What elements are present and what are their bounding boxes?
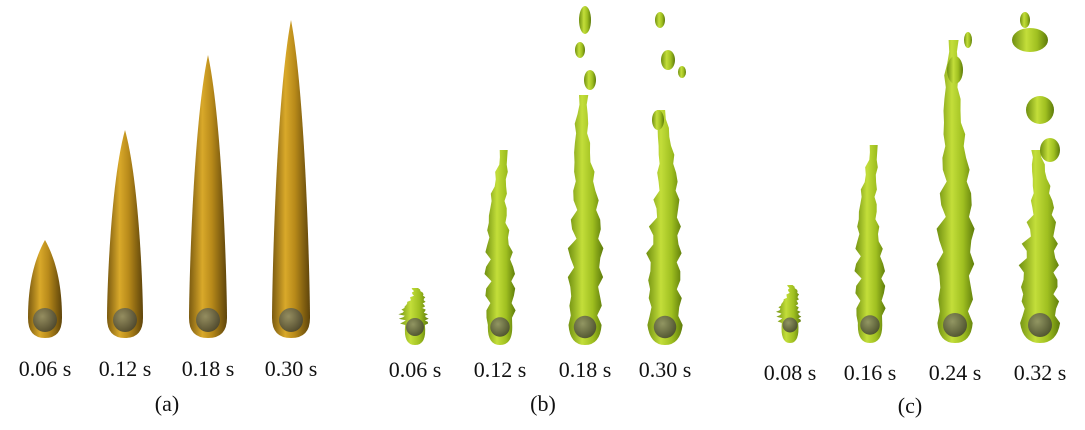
plume-fragment bbox=[678, 66, 686, 78]
panel-caption: (a) bbox=[155, 391, 179, 416]
plume-fragment bbox=[661, 50, 675, 70]
time-label: 0.30 s bbox=[265, 356, 318, 381]
plume-fragment bbox=[584, 70, 596, 90]
particle bbox=[490, 317, 510, 337]
time-label: 0.18 s bbox=[559, 357, 612, 382]
plume-fragment bbox=[575, 42, 585, 58]
plume-fragment bbox=[1040, 138, 1060, 162]
labels: 0.06 s 0.12 s 0.18 s 0.30 s (a) 0.06 s 0.12 s 0… bbox=[19, 356, 1067, 418]
time-label: 0.16 s bbox=[844, 360, 897, 385]
plume-fragment bbox=[1026, 96, 1054, 124]
particle bbox=[406, 318, 424, 336]
particle bbox=[783, 318, 798, 333]
particle bbox=[279, 308, 303, 332]
panel-caption: (c) bbox=[898, 393, 922, 418]
time-label: 0.08 s bbox=[764, 360, 817, 385]
time-label: 0.12 s bbox=[99, 356, 152, 381]
time-label: 0.24 s bbox=[929, 360, 982, 385]
plume-fragment bbox=[1012, 28, 1048, 52]
particle bbox=[654, 316, 677, 339]
plume-renderings bbox=[28, 6, 1060, 345]
time-label: 0.32 s bbox=[1014, 360, 1067, 385]
time-label: 0.06 s bbox=[19, 356, 72, 381]
plume-fragment bbox=[655, 12, 665, 28]
plume bbox=[776, 285, 801, 343]
time-label: 0.18 s bbox=[182, 356, 235, 381]
plume-fragment bbox=[1020, 12, 1030, 28]
plume-fragment bbox=[579, 6, 591, 34]
particle bbox=[860, 315, 880, 335]
plume-fragment bbox=[652, 110, 664, 130]
plume bbox=[646, 110, 683, 345]
time-label: 0.06 s bbox=[389, 357, 442, 382]
time-label: 0.12 s bbox=[474, 357, 527, 382]
particle bbox=[574, 316, 597, 339]
plume bbox=[568, 95, 604, 345]
figure: 0.06 s 0.12 s 0.18 s 0.30 s (a) 0.06 s 0.12 s 0… bbox=[0, 0, 1085, 430]
particle bbox=[1028, 313, 1052, 337]
particle bbox=[113, 308, 137, 332]
plume-fragment bbox=[964, 32, 972, 48]
plume bbox=[189, 55, 227, 338]
time-label: 0.30 s bbox=[639, 357, 692, 382]
particle bbox=[943, 313, 967, 337]
plume bbox=[107, 130, 143, 338]
plume bbox=[272, 20, 310, 338]
plume bbox=[398, 288, 428, 345]
plume bbox=[937, 40, 975, 343]
panel-caption: (b) bbox=[530, 391, 556, 416]
particle bbox=[33, 308, 57, 332]
plume-fragment bbox=[947, 56, 963, 84]
plume bbox=[485, 150, 516, 345]
particle bbox=[196, 308, 220, 332]
plume bbox=[855, 145, 886, 343]
